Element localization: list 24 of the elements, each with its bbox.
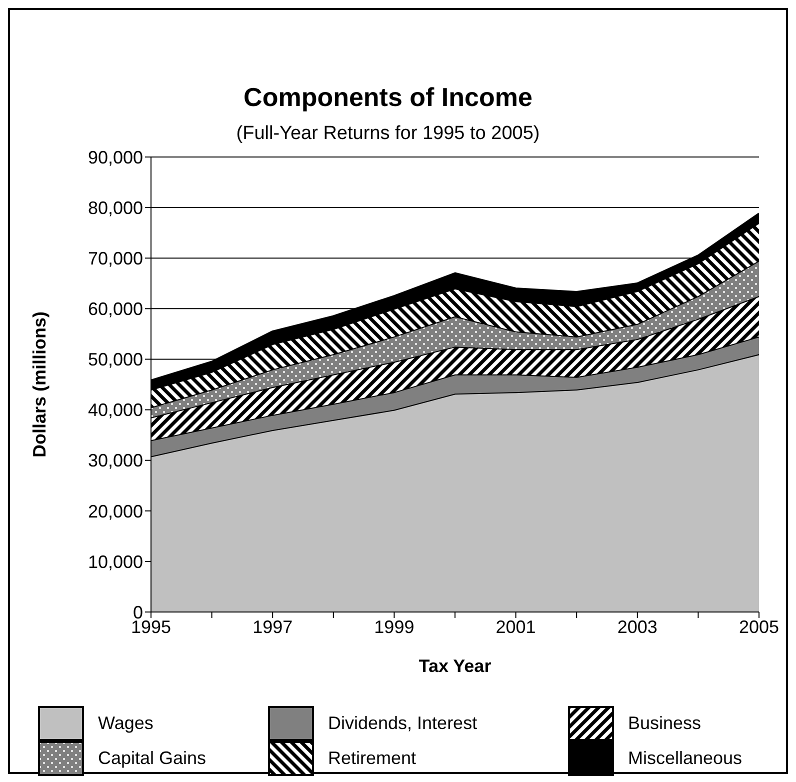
y-tick-label: 50,000 [88, 350, 143, 370]
x-tick-label: 1999 [374, 616, 414, 637]
y-tick-label: 60,000 [88, 299, 143, 320]
y-tick-label: 40,000 [88, 400, 143, 420]
chart-subtitle: (Full-Year Returns for 1995 to 2005) [235, 123, 541, 145]
legend-label: Wages [98, 713, 154, 734]
y-tick-label: 10,000 [88, 552, 143, 572]
x-tick-label: 2003 [617, 616, 658, 637]
legend-label: Dividends, Interest [328, 713, 478, 734]
legend-label: Retirement [328, 748, 416, 769]
legend-label: Miscellaneous [628, 748, 742, 769]
y-axis-title: Dollars (millions) [29, 311, 50, 458]
y-tick-label: 20,000 [88, 501, 143, 522]
x-tick-label: 2005 [738, 616, 780, 637]
y-tick-label: 80,000 [88, 198, 143, 218]
legend-label: Capital Gains [98, 748, 206, 769]
legend-label: Business [628, 713, 702, 734]
y-tick-label: 90,000 [88, 147, 143, 168]
x-tick-label: 2001 [496, 616, 536, 637]
chart-title: Components of Income [242, 82, 534, 113]
x-tick-label: 1997 [252, 616, 293, 637]
y-tick-label: 70,000 [88, 248, 143, 268]
y-tick-label: 30,000 [88, 450, 143, 471]
x-axis-title: Tax Year [418, 656, 492, 676]
